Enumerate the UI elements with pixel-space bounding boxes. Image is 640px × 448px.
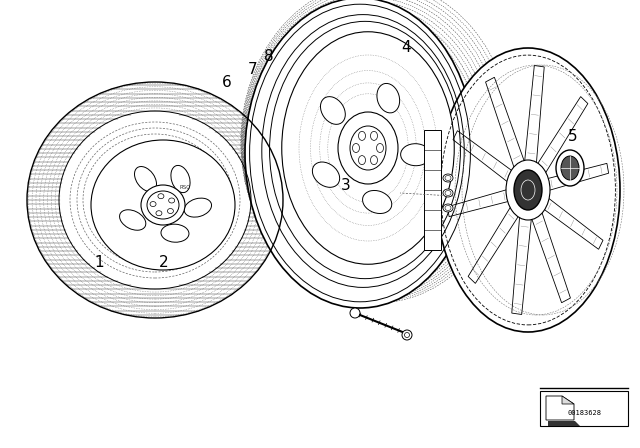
Ellipse shape [350,308,360,318]
Text: RSC: RSC [179,185,191,190]
Polygon shape [546,396,574,420]
Ellipse shape [141,185,185,225]
Ellipse shape [168,208,173,214]
Ellipse shape [91,140,235,270]
Ellipse shape [312,162,340,187]
Bar [540,391,628,426]
Ellipse shape [401,144,431,166]
Ellipse shape [245,0,475,308]
Ellipse shape [147,191,179,219]
Polygon shape [548,421,580,426]
Ellipse shape [561,156,579,180]
Ellipse shape [445,206,451,211]
Ellipse shape [371,131,378,140]
Ellipse shape [282,32,454,264]
Ellipse shape [443,204,453,212]
Text: 3: 3 [340,178,351,194]
Ellipse shape [321,97,346,125]
Polygon shape [562,396,574,404]
Ellipse shape [156,211,162,216]
Text: 1: 1 [94,254,104,270]
Ellipse shape [445,190,451,195]
Ellipse shape [120,210,146,230]
Ellipse shape [404,332,410,337]
Ellipse shape [371,155,378,164]
Text: 5: 5 [568,129,578,144]
Ellipse shape [353,143,360,152]
Text: 4: 4 [401,39,412,55]
Text: 00183628: 00183628 [567,410,601,416]
Ellipse shape [436,48,620,332]
Ellipse shape [338,112,398,184]
Ellipse shape [358,131,365,140]
Polygon shape [424,130,441,250]
Ellipse shape [363,190,392,214]
Text: 2: 2 [158,254,168,270]
Ellipse shape [161,224,189,242]
Ellipse shape [358,155,365,164]
Ellipse shape [184,198,212,217]
Ellipse shape [443,189,453,197]
Ellipse shape [556,150,584,186]
Ellipse shape [506,160,550,220]
Ellipse shape [514,170,542,210]
Text: 8: 8 [264,48,274,64]
Ellipse shape [376,143,383,152]
Ellipse shape [158,194,164,199]
Ellipse shape [445,176,451,181]
Ellipse shape [150,202,156,207]
Ellipse shape [377,83,399,113]
Ellipse shape [171,165,190,193]
Text: 6: 6 [222,75,232,90]
Ellipse shape [443,174,453,182]
Ellipse shape [27,82,283,318]
Ellipse shape [134,167,157,191]
Ellipse shape [402,330,412,340]
Text: 7: 7 [248,62,258,77]
Ellipse shape [169,198,175,203]
Ellipse shape [350,126,386,170]
